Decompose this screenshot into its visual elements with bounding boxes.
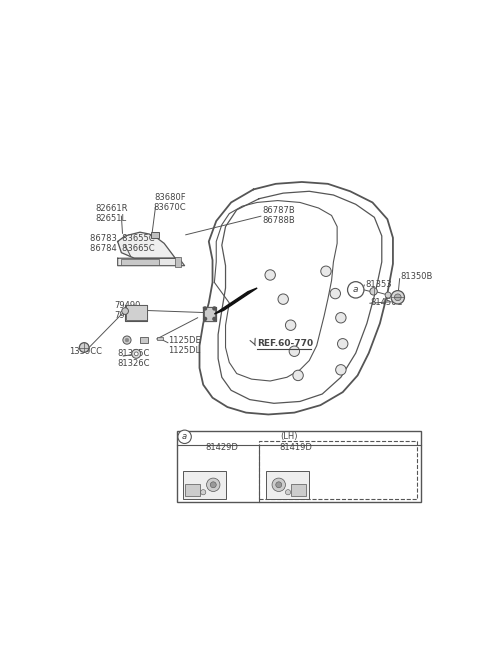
Text: (LH): (LH) xyxy=(280,432,298,441)
Circle shape xyxy=(286,490,291,495)
Circle shape xyxy=(336,312,346,323)
Bar xyxy=(140,337,148,343)
Circle shape xyxy=(337,339,348,349)
Circle shape xyxy=(79,343,89,352)
Text: 81325C
81326C: 81325C 81326C xyxy=(118,349,150,368)
Circle shape xyxy=(213,307,216,310)
Circle shape xyxy=(348,282,364,298)
Polygon shape xyxy=(118,232,175,258)
Circle shape xyxy=(122,308,129,314)
Text: 82661R
82651L: 82661R 82651L xyxy=(96,204,128,223)
Text: 86787B
86788B: 86787B 86788B xyxy=(263,206,296,225)
Text: 1125DE
1125DL: 1125DE 1125DL xyxy=(168,336,201,356)
Circle shape xyxy=(213,318,216,320)
Circle shape xyxy=(289,346,300,356)
Bar xyxy=(183,471,226,499)
Bar xyxy=(259,441,417,499)
Circle shape xyxy=(265,270,276,280)
Circle shape xyxy=(125,338,129,342)
Circle shape xyxy=(321,266,331,276)
Text: a: a xyxy=(182,432,187,441)
Text: REF.60-770: REF.60-770 xyxy=(257,339,313,348)
Text: 81353: 81353 xyxy=(365,280,392,289)
Circle shape xyxy=(134,352,138,356)
Bar xyxy=(185,484,200,496)
Circle shape xyxy=(123,336,131,344)
Circle shape xyxy=(385,292,391,298)
Bar xyxy=(151,232,159,238)
Bar xyxy=(204,307,216,321)
Text: 81429D: 81429D xyxy=(205,443,238,453)
Circle shape xyxy=(204,307,206,310)
Circle shape xyxy=(178,430,192,443)
Circle shape xyxy=(286,320,296,330)
Circle shape xyxy=(272,478,286,491)
Circle shape xyxy=(336,365,346,375)
Bar xyxy=(156,337,163,341)
Text: 81456C: 81456C xyxy=(371,299,403,307)
Text: 1339CC: 1339CC xyxy=(69,346,102,356)
Text: 81350B: 81350B xyxy=(400,272,433,282)
Circle shape xyxy=(330,288,340,299)
Text: 83680F
83670C: 83680F 83670C xyxy=(154,193,186,212)
Polygon shape xyxy=(118,258,185,266)
Polygon shape xyxy=(215,288,257,314)
Bar xyxy=(175,257,181,267)
Circle shape xyxy=(276,482,282,488)
Bar xyxy=(291,484,306,496)
Bar xyxy=(177,431,421,502)
Circle shape xyxy=(293,370,303,381)
Circle shape xyxy=(201,490,206,495)
Circle shape xyxy=(210,482,216,488)
Text: 79490
79480: 79490 79480 xyxy=(114,301,141,320)
Circle shape xyxy=(132,349,141,358)
Circle shape xyxy=(204,318,206,320)
Circle shape xyxy=(278,294,288,305)
Circle shape xyxy=(391,291,405,304)
Bar xyxy=(121,259,158,265)
Bar xyxy=(126,305,147,320)
Text: 81419D: 81419D xyxy=(280,443,312,453)
Circle shape xyxy=(370,288,377,295)
Text: a: a xyxy=(353,286,359,294)
Text: 86783  83655C
86784  83665C: 86783 83655C 86784 83665C xyxy=(90,234,155,253)
Circle shape xyxy=(206,478,220,491)
Circle shape xyxy=(395,294,401,301)
Bar xyxy=(266,471,309,499)
